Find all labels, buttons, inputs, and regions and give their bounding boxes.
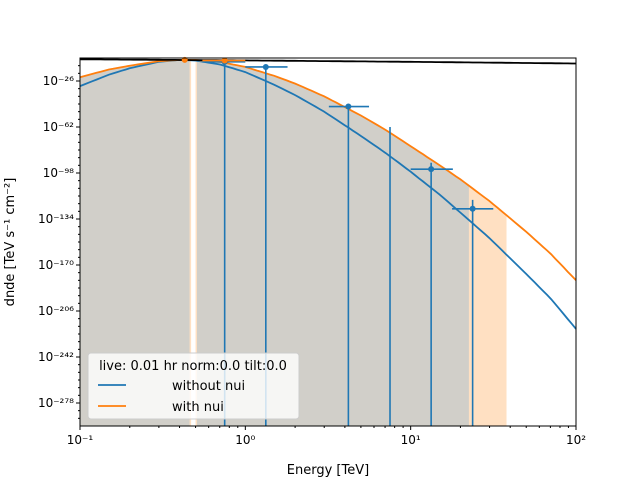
x-tick-label: 10⁰ <box>235 433 255 447</box>
legend-label-with-nui: with nui <box>172 400 224 415</box>
series-line-with-nui <box>79 59 577 281</box>
y-tick-label: 10⁻⁶² <box>43 120 74 134</box>
y-axis-ticks: 10⁻²⁶ 10⁻⁶² 10⁻⁹⁸ 10⁻¹³⁴ 10⁻¹⁷⁰ 10⁻²⁰⁶ 10⁻²⁴² 1… <box>38 65 80 419</box>
y-tick-label: 10⁻²⁴² <box>38 350 74 364</box>
y-tick-label: 10⁻²⁰⁶ <box>38 304 74 318</box>
confidence-bands <box>80 59 507 427</box>
y-tick-label: 10⁻²⁷⁸ <box>38 396 74 410</box>
y-tick-label: 10⁻²⁶ <box>43 74 74 88</box>
y-axis-label: dnde [TeV s⁻¹ cm⁻²] <box>3 178 18 307</box>
series-lines <box>79 58 577 330</box>
data-point <box>262 63 269 70</box>
y-tick-label: 10⁻¹³⁴ <box>38 212 74 226</box>
series-line-2 <box>80 58 576 65</box>
x-tick-label: 10⁻¹ <box>67 433 94 447</box>
legend-title: live: 0.01 hr norm:0.0 tilt:0.0 <box>99 359 287 374</box>
legend-box <box>87 352 300 420</box>
x-axis-ticks: 10⁻¹ 10⁰ 10¹ 10² <box>67 426 586 447</box>
y-tick-label: 10⁻⁹⁸ <box>43 166 74 180</box>
x-tick-label: 10¹ <box>401 433 421 447</box>
gray-band <box>80 59 190 427</box>
gray-band <box>196 60 469 426</box>
legend: live: 0.01 hr norm:0.0 tilt:0.0 without … <box>87 352 300 420</box>
data-point <box>469 205 476 212</box>
y-tick-label: 10⁻¹⁷⁰ <box>38 258 74 272</box>
x-tick-label: 10² <box>566 433 586 447</box>
x-axis-label: Energy [TeV] <box>287 463 369 478</box>
data-point <box>428 166 435 173</box>
data-point <box>345 103 352 110</box>
legend-label-without-nui: without nui <box>172 379 245 394</box>
